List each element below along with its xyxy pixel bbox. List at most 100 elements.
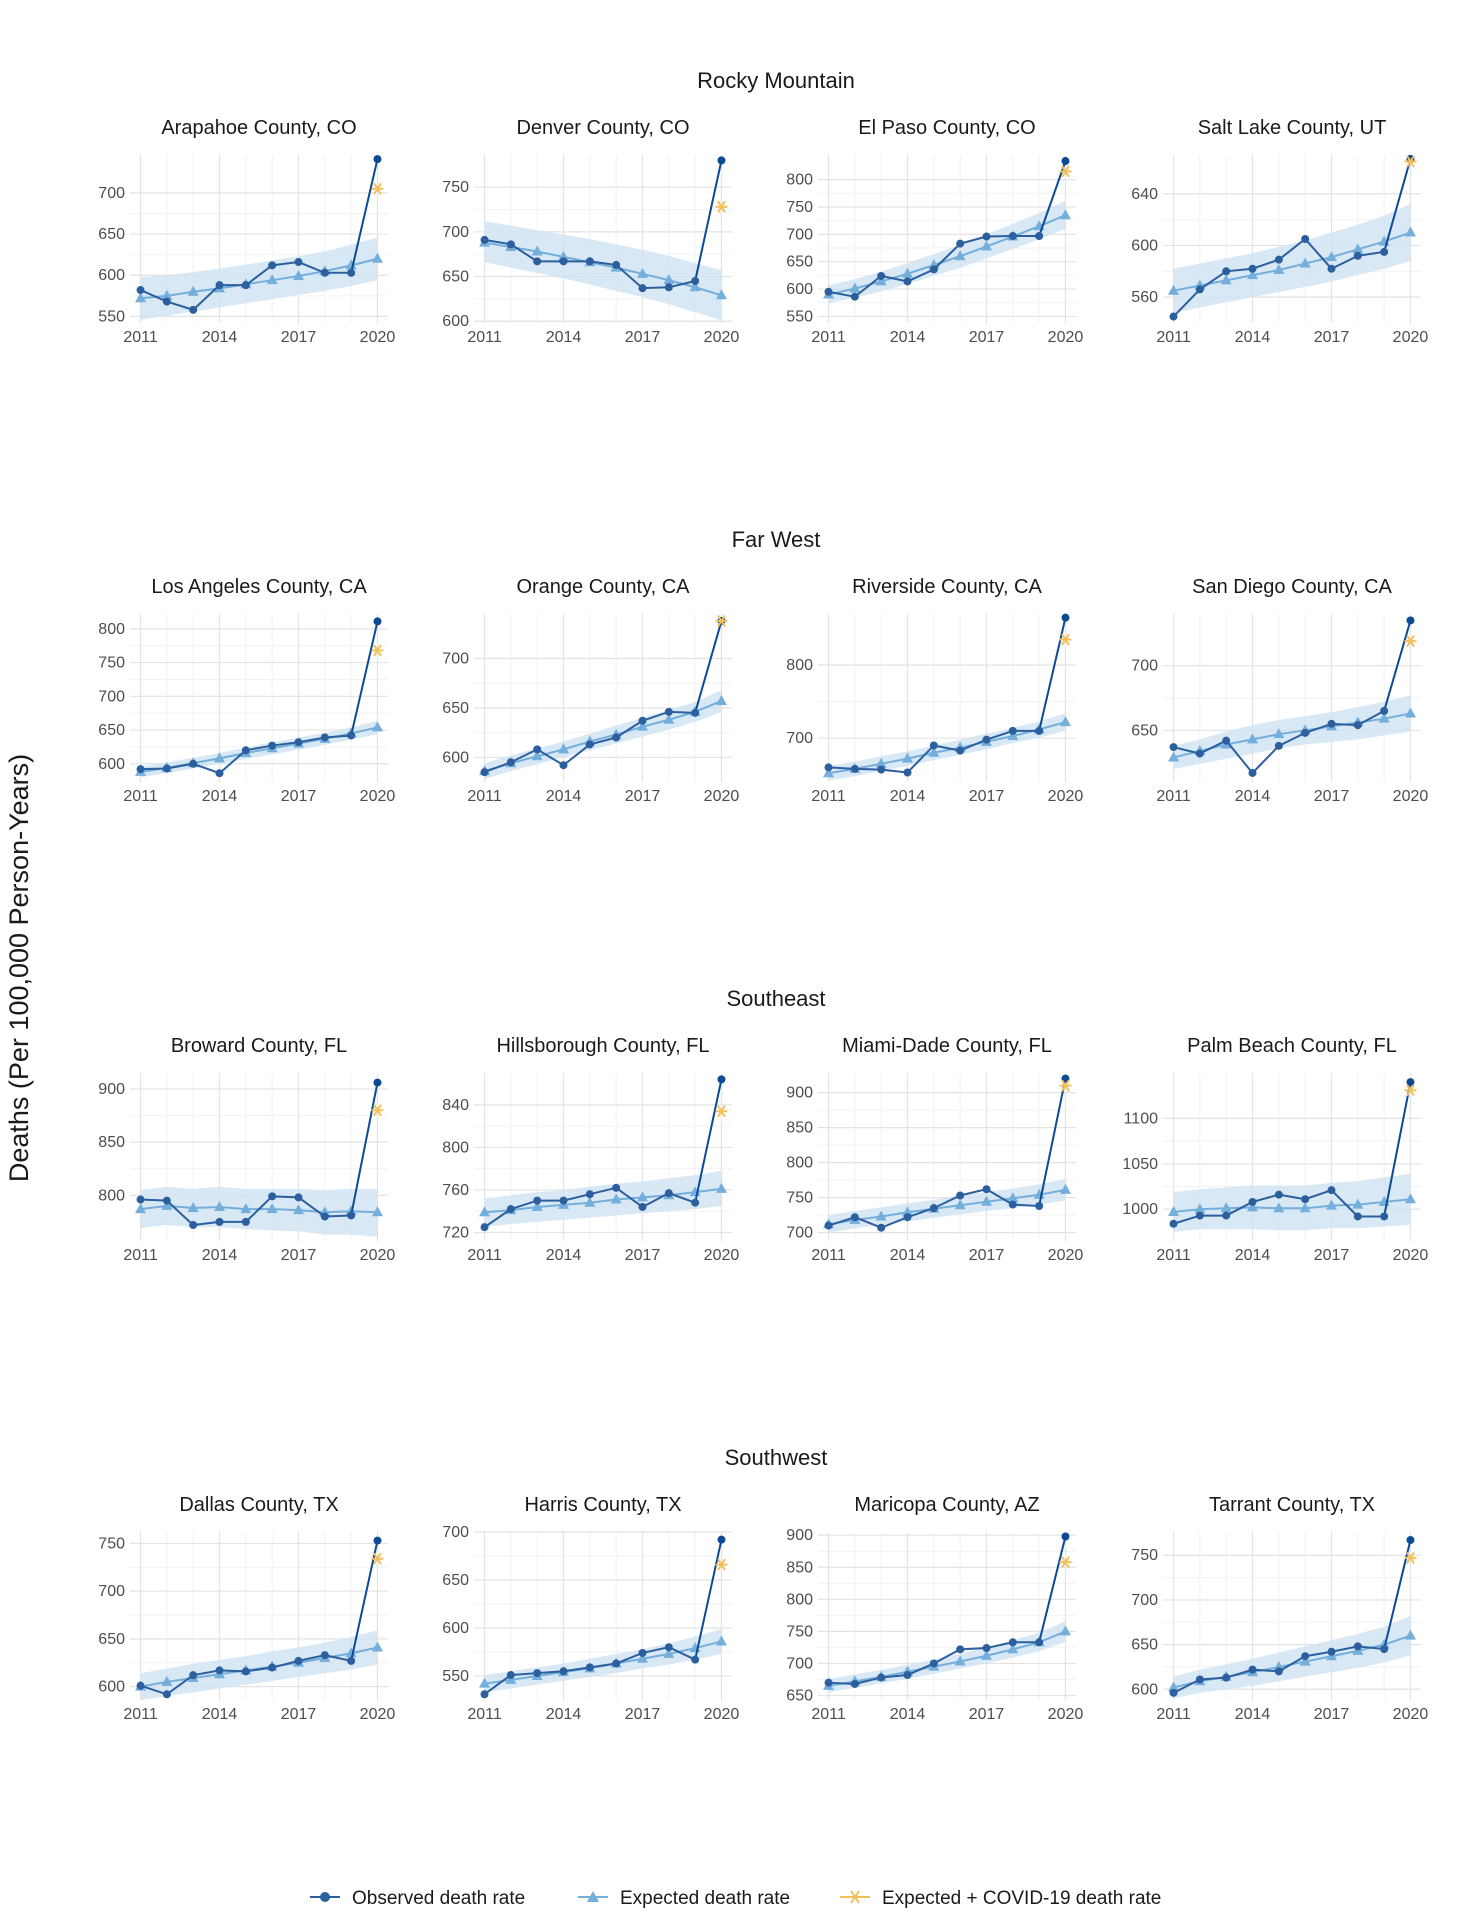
expected-point (135, 1203, 147, 1214)
expected-band (1173, 204, 1411, 313)
observed-point (1301, 1195, 1310, 1204)
observed-point (956, 1191, 965, 1200)
expected-point (1220, 1202, 1232, 1213)
observed-point (982, 735, 991, 744)
observed-point (1195, 1675, 1204, 1684)
x-tick-label: 2020 (1393, 788, 1429, 805)
expected-point (531, 750, 543, 761)
observed-point (850, 764, 859, 773)
observed-point (215, 1666, 224, 1675)
expected-point (214, 752, 226, 763)
observed-point (136, 765, 145, 774)
x-tick-label: 2014 (1235, 1706, 1271, 1723)
observed-point (241, 1217, 250, 1226)
covid-point (715, 200, 728, 213)
x-tick-label: 2017 (281, 329, 317, 346)
observed-point (824, 1678, 833, 1687)
observed-point (559, 761, 568, 770)
x-tick-label: 2017 (969, 1706, 1005, 1723)
y-tick-label: 850 (786, 1559, 813, 1576)
observed-point (1380, 706, 1389, 715)
observed-point (691, 708, 700, 717)
expected-line (484, 1187, 722, 1214)
observed-point (585, 1663, 594, 1672)
expected-point (1273, 1202, 1285, 1213)
observed-point (1248, 1197, 1257, 1206)
observed-point (294, 738, 303, 747)
expected-point (1059, 209, 1071, 220)
y-tick-label: 600 (442, 749, 469, 766)
region-title: Far West (732, 527, 821, 552)
observed-point (241, 1667, 250, 1676)
expected-point (1404, 226, 1416, 237)
y-tick-label: 700 (442, 224, 469, 241)
observed-point (982, 1185, 991, 1194)
expected-point (1352, 1198, 1364, 1209)
x-tick-label: 2017 (969, 1247, 1005, 1264)
expected-point (1299, 257, 1311, 268)
y-tick-label: 650 (786, 1688, 813, 1705)
y-tick-label: 650 (442, 269, 469, 286)
y-tick-label: 1100 (1124, 1110, 1159, 1127)
expected-point (558, 743, 570, 754)
observed-point (877, 271, 886, 280)
expected-point (1194, 1203, 1206, 1214)
expected-point (902, 267, 914, 278)
expected-point (1273, 1660, 1285, 1671)
observed-point (373, 1078, 382, 1087)
x-tick-label: 2017 (281, 1706, 317, 1723)
y-tick-label: 550 (98, 308, 125, 325)
expected-band (828, 713, 1066, 781)
panel: Harris County, TX 2011 2014 2017 2020 550 600 6… (442, 1494, 739, 1723)
covid-point (715, 1558, 728, 1571)
observed-point (1301, 728, 1310, 737)
observed-point (638, 284, 647, 293)
x-tick-label: 2014 (1235, 788, 1271, 805)
x-tick-label: 2011 (123, 1247, 158, 1264)
observed-point (320, 1651, 329, 1660)
y-tick-label: 700 (442, 650, 469, 667)
y-tick-label: 800 (786, 1591, 813, 1608)
y-tick-label: 750 (786, 1190, 813, 1207)
observed-point (136, 1195, 145, 1204)
y-tick-label: 700 (786, 730, 813, 747)
observed-point (559, 1667, 568, 1676)
observed-point (215, 769, 224, 778)
y-tick-label: 640 (1131, 186, 1158, 203)
observed-point (612, 260, 621, 269)
observed-point (320, 268, 329, 277)
y-tick-label: 800 (786, 172, 813, 189)
y-tick-label: 650 (98, 1631, 125, 1648)
expected-point (636, 267, 648, 278)
expected-point (1059, 716, 1071, 727)
x-tick-label: 2020 (1048, 1247, 1084, 1264)
x-tick-label: 2020 (1393, 1247, 1429, 1264)
x-tick-label: 2020 (704, 329, 740, 346)
expected-point (954, 250, 966, 261)
x-tick-label: 2014 (890, 1706, 926, 1723)
expected-point (1007, 1192, 1019, 1203)
observed-point (136, 1681, 145, 1690)
observed-point (294, 1656, 303, 1665)
x-tick-label: 2011 (123, 788, 158, 805)
x-tick-label: 2017 (625, 1706, 661, 1723)
expected-point (1352, 243, 1364, 254)
observed-line-2020 (1038, 1078, 1067, 1207)
observed-point (877, 1673, 886, 1682)
observed-point (1195, 749, 1204, 758)
covid-point (371, 644, 384, 657)
y-tick-label: 550 (442, 1668, 469, 1685)
observed-point (1353, 1642, 1362, 1651)
observed-point (664, 1189, 673, 1198)
observed-point (903, 768, 912, 777)
expected-point (1007, 1643, 1019, 1654)
panel-title: Los Angeles County, CA (151, 576, 367, 598)
panel-title: Riverside County, CA (852, 576, 1042, 598)
x-tick-label: 2020 (360, 1706, 396, 1723)
observed-point (533, 1196, 542, 1205)
expected-band (484, 1170, 722, 1228)
observed-point (824, 1221, 833, 1230)
observed-point (506, 1671, 515, 1680)
observed-point (347, 1656, 356, 1665)
panel: Broward County, FL 2011 2014 2017 2020 800 850… (98, 1035, 395, 1264)
